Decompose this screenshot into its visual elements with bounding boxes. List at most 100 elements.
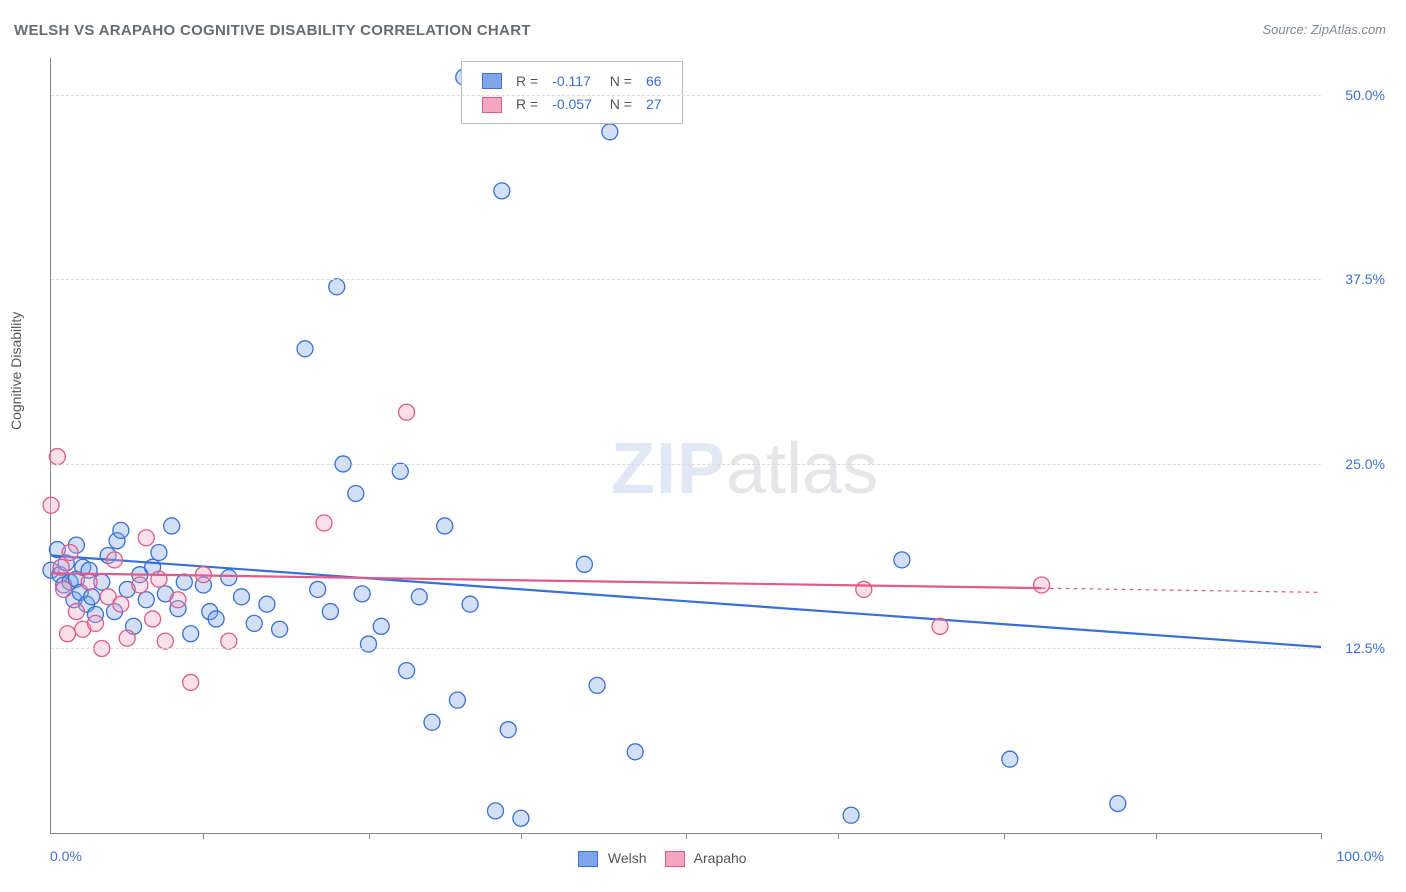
y-axis-label: Cognitive Disability: [8, 312, 24, 430]
data-point: [259, 596, 275, 612]
data-point: [589, 677, 605, 693]
data-point: [272, 621, 288, 637]
legend-label: Welsh: [604, 850, 647, 866]
data-point: [348, 485, 364, 501]
data-point: [1034, 577, 1050, 593]
legend-row-arapaho: R = -0.057 N = 27: [476, 93, 668, 114]
data-point: [87, 615, 103, 631]
data-point: [297, 341, 313, 357]
trend-line-dashed: [1042, 588, 1321, 592]
n-label: N =: [600, 93, 638, 114]
data-point: [373, 618, 389, 634]
data-point: [183, 674, 199, 690]
data-point: [138, 530, 154, 546]
y-tick-label: 12.5%: [1329, 640, 1385, 656]
data-point: [151, 545, 167, 561]
data-point: [62, 545, 78, 561]
data-point: [602, 124, 618, 140]
legend-swatch: [578, 851, 598, 867]
data-point: [354, 586, 370, 602]
data-point: [462, 596, 478, 612]
x-tick: [686, 833, 687, 839]
n-value-arapaho: 27: [640, 93, 668, 114]
data-point: [208, 611, 224, 627]
data-point: [49, 449, 65, 465]
data-point: [361, 636, 377, 652]
data-point: [392, 463, 408, 479]
data-point: [138, 592, 154, 608]
data-point: [494, 183, 510, 199]
data-point: [60, 626, 76, 642]
data-point: [81, 574, 97, 590]
data-point: [627, 744, 643, 760]
source-label: Source: ZipAtlas.com: [1262, 22, 1386, 37]
data-point: [68, 604, 84, 620]
data-point: [399, 663, 415, 679]
x-tick: [203, 833, 204, 839]
data-point: [329, 279, 345, 295]
data-point: [145, 611, 161, 627]
data-point: [43, 497, 59, 513]
stats-legend: R = -0.117 N = 66 R = -0.057 N = 27: [461, 61, 683, 124]
data-point: [234, 589, 250, 605]
data-point: [932, 618, 948, 634]
legend-row-welsh: R = -0.117 N = 66: [476, 70, 668, 91]
data-point: [488, 803, 504, 819]
n-value-welsh: 66: [640, 70, 668, 91]
data-point: [856, 581, 872, 597]
data-point: [894, 552, 910, 568]
data-point: [399, 404, 415, 420]
x-tick: [521, 833, 522, 839]
x-tick: [838, 833, 839, 839]
data-point: [56, 581, 72, 597]
x-tick: [1321, 833, 1322, 839]
data-point: [500, 722, 516, 738]
data-point: [164, 518, 180, 534]
series-legend: Welsh Arapaho: [560, 850, 747, 867]
data-point: [513, 810, 529, 826]
chart-title: WELSH VS ARAPAHO COGNITIVE DISABILITY CO…: [14, 22, 531, 39]
data-point: [221, 570, 237, 586]
legend-swatch: [665, 851, 685, 867]
x-axis-end-label: 100.0%: [1337, 848, 1384, 864]
gridline: [51, 464, 1321, 465]
data-point: [176, 574, 192, 590]
data-point: [119, 630, 135, 646]
data-point: [424, 714, 440, 730]
data-point: [246, 615, 262, 631]
swatch-welsh: [482, 73, 502, 89]
r-label: R =: [510, 70, 544, 91]
r-value-arapaho: -0.057: [546, 93, 598, 114]
data-point: [316, 515, 332, 531]
data-point: [113, 522, 129, 538]
chart-svg: [51, 58, 1321, 833]
y-tick-label: 50.0%: [1329, 87, 1385, 103]
data-point: [157, 633, 173, 649]
x-tick: [1156, 833, 1157, 839]
plot-area: R = -0.117 N = 66 R = -0.057 N = 27 ZIPa…: [50, 58, 1321, 834]
data-point: [151, 571, 167, 587]
gridline: [51, 279, 1321, 280]
data-point: [411, 589, 427, 605]
data-point: [170, 592, 186, 608]
data-point: [84, 589, 100, 605]
legend-label: Arapaho: [691, 850, 747, 866]
r-label: R =: [510, 93, 544, 114]
swatch-arapaho: [482, 97, 502, 113]
x-tick: [1004, 833, 1005, 839]
data-point: [322, 604, 338, 620]
gridline: [51, 648, 1321, 649]
x-axis-start-label: 0.0%: [50, 848, 82, 864]
data-point: [449, 692, 465, 708]
data-point: [132, 577, 148, 593]
data-point: [113, 596, 129, 612]
data-point: [310, 581, 326, 597]
data-point: [437, 518, 453, 534]
r-value-welsh: -0.117: [546, 70, 598, 91]
gridline: [51, 95, 1321, 96]
data-point: [843, 807, 859, 823]
data-point: [1110, 795, 1126, 811]
data-point: [221, 633, 237, 649]
n-label: N =: [600, 70, 638, 91]
y-tick-label: 25.0%: [1329, 456, 1385, 472]
